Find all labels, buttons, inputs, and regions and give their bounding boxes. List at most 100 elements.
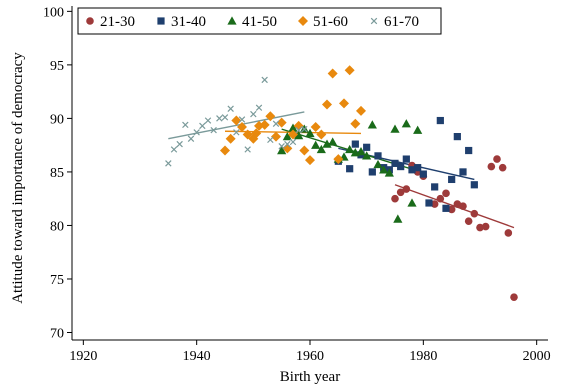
data-point — [216, 115, 223, 122]
data-point — [276, 117, 287, 128]
data-point — [419, 170, 427, 178]
data-point — [176, 140, 183, 148]
data-point — [170, 146, 178, 153]
data-point — [498, 163, 507, 172]
data-point — [430, 200, 439, 208]
data-point — [322, 99, 332, 110]
data-point — [288, 123, 298, 132]
data-point — [328, 137, 338, 146]
y-tick-label: 90 — [50, 112, 64, 127]
data-point — [374, 152, 382, 160]
legend-label-21-30: 21-30 — [100, 14, 135, 30]
y-tick-label: 80 — [50, 219, 64, 234]
data-point — [271, 131, 281, 142]
data-point — [351, 140, 359, 148]
data-point — [327, 68, 338, 79]
data-point — [363, 143, 371, 151]
axes: 1920 1940 1960 1980 2000 70 75 80 85 90 95 100 — [43, 5, 551, 364]
data-point — [442, 189, 450, 198]
data-point — [288, 129, 298, 140]
data-point — [227, 105, 234, 112]
x-tick-label: 2000 — [523, 349, 551, 364]
data-point — [251, 128, 262, 139]
y-tick-label: 100 — [43, 5, 64, 20]
data-point — [510, 293, 518, 301]
data-point — [362, 151, 372, 160]
data-point — [193, 129, 200, 136]
data-point — [221, 114, 229, 121]
data-point — [447, 205, 456, 214]
data-point — [182, 121, 189, 129]
data-point — [204, 117, 212, 124]
data-point — [210, 126, 217, 134]
data-point — [453, 133, 461, 141]
data-point — [187, 135, 195, 142]
data-point — [305, 128, 315, 138]
data-point — [199, 122, 206, 130]
y-tick-label: 85 — [50, 166, 64, 181]
data-point — [322, 139, 332, 148]
series-21-30-points — [391, 155, 518, 301]
data-point — [231, 115, 242, 126]
data-point — [402, 185, 411, 193]
legend-label-61-70: 61-70 — [384, 14, 419, 30]
data-point — [407, 198, 417, 207]
data-point — [481, 222, 490, 231]
legend-marker-21-30 — [86, 17, 94, 25]
data-point — [316, 144, 326, 154]
data-point — [345, 144, 355, 154]
data-point — [464, 217, 473, 225]
y-tick-label: 75 — [50, 273, 64, 288]
legend-label-51-60: 51-60 — [313, 14, 348, 30]
legend-marker-41-50 — [227, 16, 237, 25]
data-point — [255, 104, 263, 111]
data-point — [346, 165, 354, 173]
data-point — [391, 194, 399, 203]
legend-label-41-50: 41-50 — [242, 14, 277, 30]
data-point — [165, 160, 172, 167]
data-point — [373, 159, 383, 169]
data-point — [289, 138, 297, 146]
data-point — [233, 129, 240, 136]
x-tick-label: 1920 — [69, 349, 97, 364]
legend-marker-61-70 — [370, 17, 378, 25]
data-point — [265, 111, 276, 122]
data-point — [397, 162, 405, 171]
data-point — [402, 155, 410, 163]
y-axis-title: Attitude toward importance of democracy — [10, 52, 26, 304]
data-point — [379, 165, 389, 174]
data-point — [311, 140, 321, 149]
legend-box — [77, 7, 442, 35]
data-point — [470, 209, 479, 218]
data-point — [295, 126, 302, 134]
data-point — [244, 146, 251, 153]
data-point — [339, 98, 349, 109]
data-point — [261, 76, 268, 84]
x-tick-label: 1960 — [296, 349, 324, 364]
x-axis-title: Birth year — [280, 369, 340, 385]
data-point — [384, 168, 394, 177]
data-point — [278, 143, 285, 150]
data-point — [504, 229, 513, 237]
data-point — [237, 121, 247, 132]
data-point — [493, 155, 501, 163]
data-point — [470, 181, 478, 189]
x-tick-label: 1980 — [409, 349, 437, 364]
data-point — [250, 110, 257, 118]
data-point — [465, 146, 473, 155]
data-point — [248, 133, 259, 144]
data-point — [396, 188, 405, 197]
data-point — [350, 118, 361, 129]
data-point — [301, 125, 308, 133]
data-point — [413, 125, 423, 134]
data-point — [436, 194, 445, 203]
legend-marker-31-40 — [157, 17, 165, 25]
data-point — [476, 223, 484, 232]
data-points — [165, 65, 518, 301]
data-point — [267, 136, 274, 144]
data-point — [487, 162, 496, 171]
data-point — [442, 204, 450, 212]
data-point — [225, 133, 236, 144]
data-point — [425, 199, 433, 207]
